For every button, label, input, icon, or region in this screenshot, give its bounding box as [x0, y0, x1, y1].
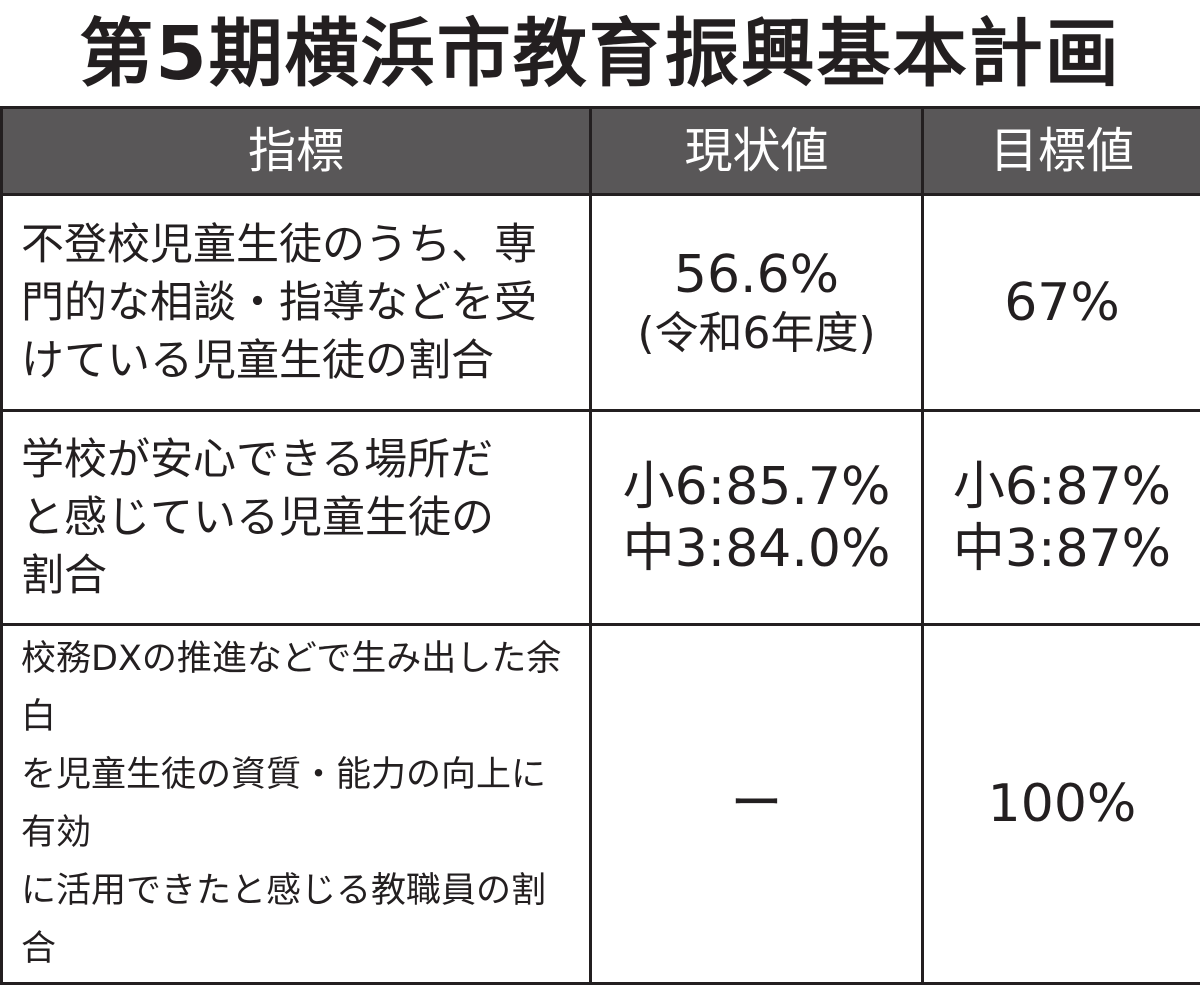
indicator-cell: 学校が安心できる場所だ と感じている児童生徒の 割合 — [2, 411, 591, 625]
indicator-cell: 校務DXの推進などで生み出した余白 を児童生徒の資質・能力の向上に有効 に活用で… — [2, 625, 591, 984]
current-value: 56.6% — [592, 244, 921, 306]
indicator-text: 不登校児童生徒のうち、専 門的な相談・指導などを受 けている児童生徒の割合 — [21, 216, 571, 390]
table-row: 不登校児童生徒のうち、専 門的な相談・指導などを受 けている児童生徒の割合 56… — [2, 195, 1200, 411]
indicator-text: 校務DXの推進などで生み出した余白 を児童生徒の資質・能力の向上に有効 に活用で… — [21, 630, 571, 978]
current-value: 小6:85.7% 中3:84.0% — [592, 456, 921, 580]
table-header-row: 指標 現状値 目標値 — [2, 108, 1200, 195]
header-indicator: 指標 — [2, 108, 591, 195]
current-value-cell: 56.6% (令和6年度) — [591, 195, 923, 411]
target-value-cell: 小6:87% 中3:87% — [923, 411, 1200, 625]
indicator-cell: 不登校児童生徒のうち、専 門的な相談・指導などを受 けている児童生徒の割合 — [2, 195, 591, 411]
header-target-value: 目標値 — [923, 108, 1200, 195]
current-value: ー — [592, 773, 921, 835]
page-title: 第5期横浜市教育振興基本計画 — [0, 6, 1200, 102]
current-value-cell: 小6:85.7% 中3:84.0% — [591, 411, 923, 625]
target-value: 100% — [924, 773, 1200, 835]
target-value-cell: 67% — [923, 195, 1200, 411]
target-value: 小6:87% 中3:87% — [924, 456, 1200, 580]
current-value-cell: ー — [591, 625, 923, 984]
current-value-note: (令和6年度) — [592, 306, 921, 362]
indicator-table: 指標 現状値 目標値 不登校児童生徒のうち、専 門的な相談・指導などを受 けてい… — [0, 106, 1200, 985]
table-row: 学校が安心できる場所だ と感じている児童生徒の 割合 小6:85.7% 中3:8… — [2, 411, 1200, 625]
table-row: 校務DXの推進などで生み出した余白 を児童生徒の資質・能力の向上に有効 に活用で… — [2, 625, 1200, 984]
header-current-value: 現状値 — [591, 108, 923, 195]
target-value: 67% — [924, 272, 1200, 334]
target-value-cell: 100% — [923, 625, 1200, 984]
indicator-text: 学校が安心できる場所だ と感じている児童生徒の 割合 — [21, 431, 571, 605]
